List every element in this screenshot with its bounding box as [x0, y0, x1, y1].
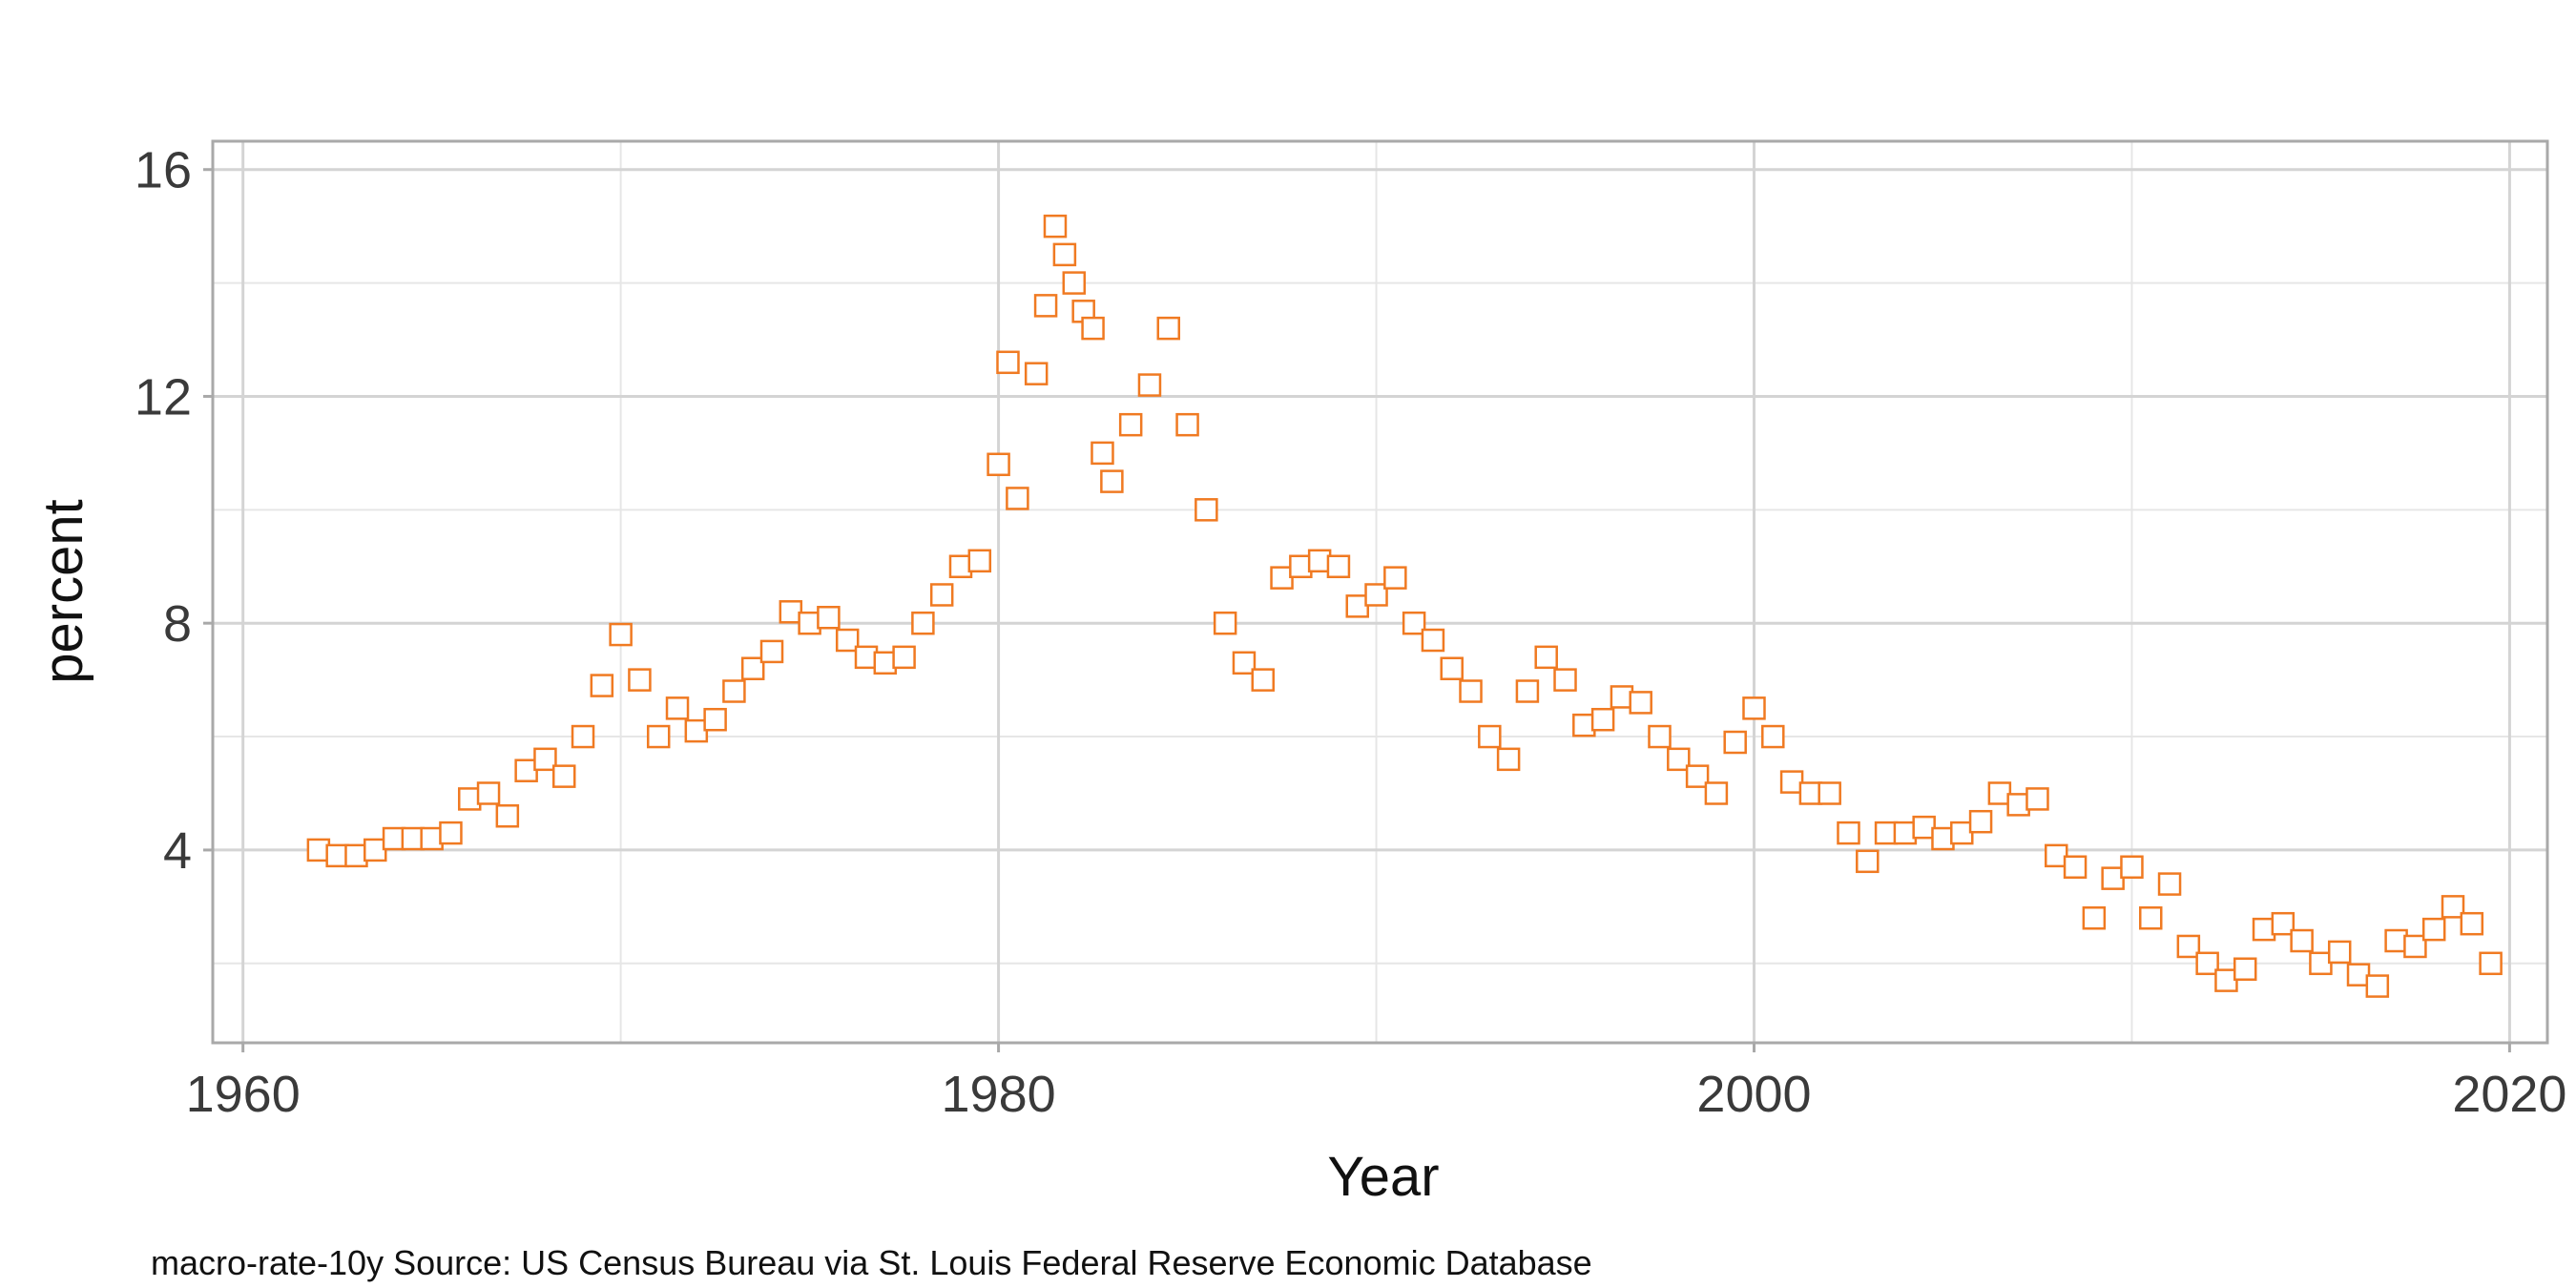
data-points: [306, 214, 2503, 998]
x-tick-label: 1960: [186, 1066, 301, 1123]
data-point: [2233, 957, 2257, 981]
data-point: [2271, 911, 2296, 936]
data-point: [1818, 781, 1841, 805]
data-point: [1156, 316, 1181, 341]
data-point: [2290, 928, 2314, 953]
data-point: [2176, 934, 2201, 959]
data-point: [476, 781, 501, 805]
data-point: [1590, 707, 1615, 732]
data-point: [987, 452, 1010, 477]
data-point: [2157, 872, 2182, 896]
data-point: [2195, 951, 2219, 976]
data-point: [1213, 611, 1237, 635]
data-point: [1232, 651, 1257, 675]
data-point: [759, 639, 784, 664]
data-point: [1052, 242, 1077, 267]
data-point: [439, 821, 463, 845]
data-point: [2138, 905, 2163, 930]
data-point: [1742, 696, 1766, 720]
data-point: [1667, 747, 1691, 772]
data-point: [1459, 679, 1483, 703]
data-point: [1091, 441, 1114, 466]
data-point: [1704, 781, 1729, 805]
data-point: [665, 696, 690, 720]
data-point: [1496, 747, 1521, 772]
data-point: [1137, 373, 1162, 397]
data-point: [1100, 469, 1124, 493]
data-point: [533, 747, 557, 772]
y-tick-label: 4: [163, 822, 192, 880]
data-point: [2479, 951, 2503, 976]
data-point: [1968, 809, 1993, 834]
data-point: [1326, 554, 1351, 579]
data-point: [609, 622, 633, 647]
grid-lines: [213, 141, 2547, 1043]
data-point: [646, 724, 671, 749]
data-point: [2403, 934, 2427, 959]
x-tick-label: 2000: [1696, 1066, 1811, 1123]
data-point: [1534, 645, 1558, 670]
data-point: [2365, 974, 2390, 998]
x-tick-label: 2020: [2452, 1066, 2566, 1123]
data-point: [1685, 764, 1710, 788]
data-point: [495, 804, 520, 828]
data-point: [2025, 787, 2049, 811]
data-point: [1837, 821, 1860, 845]
data-point: [1402, 611, 1426, 635]
data-point: [551, 764, 576, 788]
data-point: [817, 605, 841, 630]
data-point: [1364, 583, 1388, 607]
data-point: [628, 668, 652, 692]
data-point: [996, 350, 1020, 375]
tick-labels: 1960 1980 2000 2020 4 8 12 16: [135, 142, 2567, 1123]
data-point: [1043, 214, 1068, 239]
data-point: [967, 549, 992, 573]
data-point: [1629, 691, 1652, 715]
data-point: [1062, 271, 1087, 295]
data-point: [2063, 855, 2088, 880]
source-caption: macro-rate-10y Source: US Census Bureau …: [151, 1243, 1592, 1282]
data-point: [1024, 362, 1049, 385]
data-point: [2120, 855, 2144, 880]
data-point: [892, 645, 916, 670]
data-point: [1761, 724, 1785, 749]
data-point: [1251, 668, 1276, 692]
data-point: [1118, 412, 1143, 437]
data-point: [740, 656, 765, 680]
data-point: [929, 583, 954, 607]
data-point: [1006, 487, 1029, 510]
y-axis-title: percent: [32, 499, 94, 683]
data-point: [1440, 656, 1464, 680]
x-tick-label: 1980: [942, 1066, 1056, 1123]
data-point: [1175, 412, 1199, 437]
data-point: [1723, 730, 1747, 755]
data-point: [911, 611, 935, 635]
data-point: [722, 679, 746, 703]
data-point: [2421, 917, 2446, 942]
data-point: [590, 674, 614, 697]
y-tick-label: 8: [163, 595, 192, 653]
x-axis-title: Year: [1327, 1146, 1439, 1208]
data-point: [1478, 724, 1502, 749]
data-point: [1421, 628, 1445, 653]
data-point: [703, 707, 727, 732]
data-point: [835, 628, 860, 653]
plot-frame: [211, 139, 2549, 1045]
data-point: [1081, 316, 1105, 341]
data-point: [2082, 905, 2107, 930]
data-point: [1195, 498, 1218, 522]
data-point: [2441, 895, 2465, 919]
data-point: [1033, 294, 1058, 318]
data-point: [1856, 849, 1880, 874]
data-point: [2460, 911, 2484, 936]
data-point: [2327, 940, 2352, 965]
data-point: [571, 724, 595, 749]
y-tick-label: 12: [135, 368, 192, 426]
y-tick-label: 16: [135, 142, 192, 199]
data-point: [1553, 668, 1577, 692]
data-point: [1648, 724, 1672, 749]
data-point: [1383, 566, 1407, 590]
data-point: [1515, 679, 1540, 703]
